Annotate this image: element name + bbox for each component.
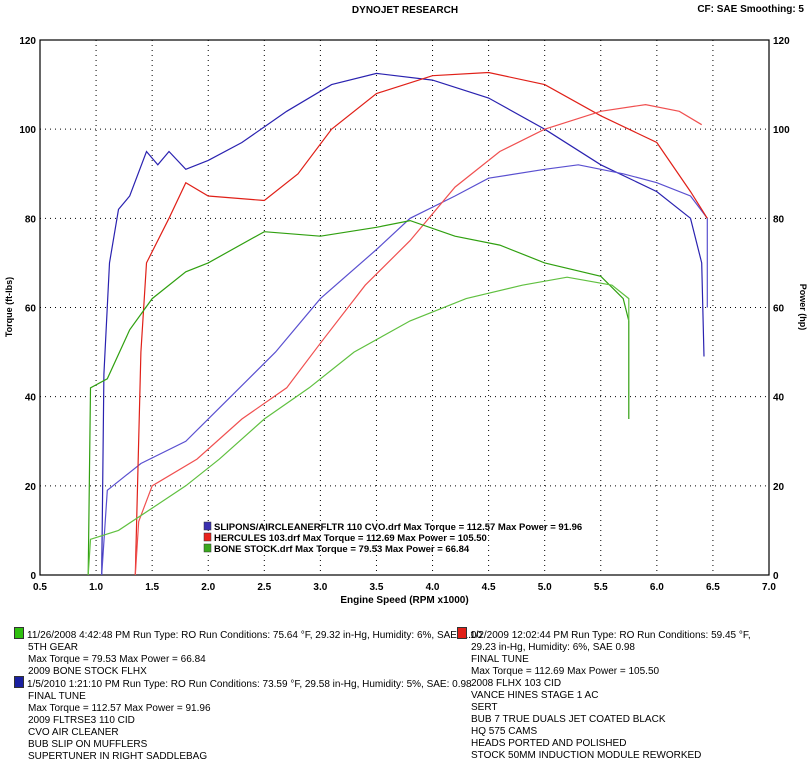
run-note: Max Torque = 79.53 Max Power = 66.84 (28, 654, 206, 665)
legend-entry: BONE STOCK.drf Max Torque = 79.53 Max Po… (214, 544, 470, 555)
chart-title: DYNOJET RESEARCH (351, 5, 459, 16)
run-note: HEADS PORTED AND POLISHED (471, 738, 627, 749)
y-axis-label: Torque (ft-lbs) (4, 277, 14, 337)
run-info-green: 11/26/2008 4:42:48 PM Run Type: RO Run C… (14, 627, 482, 678)
x-tick-label: 5.5 (594, 582, 608, 593)
y2-tick-label: 100 (773, 125, 790, 136)
run-note: 2008 FLHX 103 CID (471, 678, 562, 689)
x-tick-label: 1.0 (89, 582, 103, 593)
series-line-bone-stock-power (87, 276, 630, 576)
x-tick-label: 3.5 (370, 582, 384, 593)
y2-tick-label: 40 (773, 393, 785, 404)
y2-axis-label: Power (hp) (798, 284, 808, 331)
y-tick-label: 20 (25, 482, 37, 493)
run-note: FINAL TUNE (471, 654, 529, 665)
y-tick-label: 40 (25, 393, 37, 404)
plot-area (39, 39, 770, 576)
x-axis-label: Engine Speed (RPM x1000) (340, 595, 468, 606)
dyno-chart: 0.5 1.0 1.5 2.0 2.5 3.0 3.5 4.0 4.5 5.0 5.5 6.0 6.5 7… (4, 36, 808, 606)
y2-tick-label: 20 (773, 482, 785, 493)
run-header: 1/5/2010 1:21:10 PM Run Type: RO Run Con… (27, 679, 472, 690)
run-note: BUB SLIP ON MUFFLERS (28, 739, 148, 750)
green-swatch-icon (14, 627, 24, 639)
y2-tick-label: 120 (773, 36, 790, 47)
red-swatch-icon (457, 627, 467, 639)
blue-swatch-icon (14, 676, 24, 688)
y-tick-label: 100 (19, 125, 36, 136)
x-tick-label: 6.5 (706, 582, 720, 593)
legend-entry: SLIPONS/AIRCLEANERFLTR 110 CVO.drf Max T… (214, 522, 582, 533)
run-header: 1/2/2009 12:02:44 PM Run Type: RO Run Co… (470, 630, 751, 641)
run-note: Max Torque = 112.69 Max Power = 105.50 (471, 666, 660, 677)
run-note: 2009 FLTRSE3 110 CID (28, 715, 135, 726)
x-tick-label: 4.0 (426, 582, 440, 593)
run-note: Max Torque = 112.57 Max Power = 91.96 (28, 703, 211, 714)
x-tick-label: 1.5 (145, 582, 159, 593)
series-line-hercules-power (134, 103, 703, 576)
y2-tick-label: 0 (773, 571, 779, 582)
run-note: SUPERTUNER IN RIGHT SADDLEBAG (28, 751, 208, 762)
series-line-slipons-power (101, 164, 708, 576)
series-line-bone-stock-torque (87, 219, 630, 576)
y-tick-label: 60 (25, 304, 37, 315)
legend-entry: HERCULES 103.drf Max Torque = 112.69 Max… (214, 533, 487, 544)
run-note: VANCE HINES STAGE 1 AC (471, 690, 599, 701)
x-tick-label: 6.0 (650, 582, 664, 593)
x-tick-label: 2.5 (257, 582, 271, 593)
y-tick-label: 120 (19, 36, 36, 47)
run-note: 2009 BONE STOCK FLHX (28, 666, 147, 677)
correction-factor-label: CF: SAE Smoothing: 5 (697, 4, 804, 15)
legend-swatch-icon (203, 543, 212, 553)
y-tick-label: 80 (25, 214, 37, 225)
run-note: 5TH GEAR (28, 642, 79, 653)
run-note: 29.23 in-Hg, Humidity: 6%, SAE 0.98 (471, 642, 635, 653)
run-note: FINAL TUNE (28, 691, 86, 702)
run-header: 11/26/2008 4:42:48 PM Run Type: RO Run C… (27, 630, 482, 641)
run-note: CVO AIR CLEANER (28, 727, 119, 738)
y2-tick-label: 80 (773, 214, 785, 225)
run-note: SERT (471, 702, 498, 713)
x-tick-label: 7.0 (762, 582, 776, 593)
x-tick-label: 2.0 (201, 582, 215, 593)
x-tick-label: 0.5 (33, 582, 47, 593)
legend-swatch-icon (203, 532, 212, 542)
run-note: STOCK 50MM INDUCTION MODULE REWORKED (471, 750, 702, 761)
x-tick-label: 5.0 (538, 582, 552, 593)
x-tick-label: 3.0 (313, 582, 327, 593)
run-info-red: 1/2/2009 12:02:44 PM Run Type: RO Run Co… (457, 627, 751, 762)
legend-swatch-icon (203, 521, 212, 531)
series-line-slipons-torque (101, 72, 705, 576)
series-line-hercules-torque (134, 71, 708, 576)
y-tick-label: 0 (30, 571, 36, 582)
run-note: BUB 7 TRUE DUALS JET COATED BLACK (471, 714, 666, 725)
x-tick-label: 4.5 (482, 582, 496, 593)
run-note: HQ 575 CAMS (471, 726, 538, 737)
y2-tick-label: 60 (773, 304, 785, 315)
